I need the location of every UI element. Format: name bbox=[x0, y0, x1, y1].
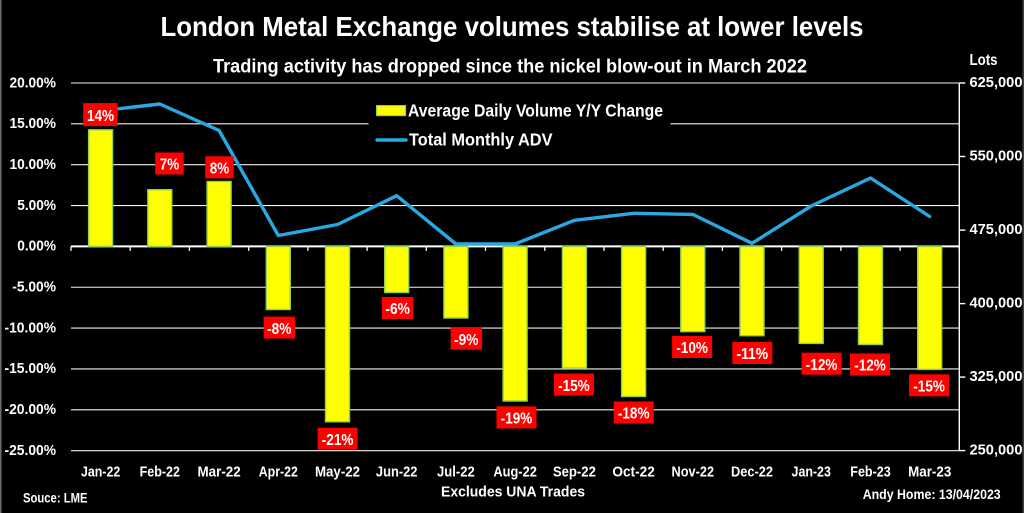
svg-text:May-22: May-22 bbox=[315, 464, 360, 481]
svg-text:14%: 14% bbox=[87, 108, 114, 125]
svg-text:20.00%: 20.00% bbox=[10, 74, 57, 91]
svg-text:-6%: -6% bbox=[385, 301, 410, 318]
svg-text:Mar-22: Mar-22 bbox=[198, 464, 241, 481]
svg-text:Total Monthly ADV: Total Monthly ADV bbox=[409, 129, 553, 149]
svg-text:-21%: -21% bbox=[322, 432, 354, 449]
svg-text:Sep-22: Sep-22 bbox=[553, 464, 596, 481]
svg-text:0.00%: 0.00% bbox=[17, 238, 56, 255]
svg-text:325,000: 325,000 bbox=[970, 368, 1023, 385]
svg-text:250,000: 250,000 bbox=[970, 442, 1023, 459]
svg-text:475,000: 475,000 bbox=[970, 221, 1023, 238]
svg-text:Nov-22: Nov-22 bbox=[672, 464, 715, 481]
svg-text:Lots: Lots bbox=[970, 52, 998, 69]
svg-text:15.00%: 15.00% bbox=[10, 115, 57, 132]
svg-text:-8%: -8% bbox=[267, 321, 292, 338]
svg-text:400,000: 400,000 bbox=[970, 295, 1023, 312]
svg-text:-15%: -15% bbox=[558, 378, 590, 395]
svg-text:-20.00%: -20.00% bbox=[5, 401, 57, 418]
svg-text:-9%: -9% bbox=[454, 332, 479, 349]
svg-text:Oct-22: Oct-22 bbox=[612, 464, 655, 481]
svg-text:7%: 7% bbox=[160, 157, 180, 174]
svg-text:London Metal Exchange volumes: London Metal Exchange volumes stabilise … bbox=[161, 11, 864, 42]
svg-text:Excludes UNA Trades: Excludes UNA Trades bbox=[441, 483, 585, 500]
svg-text:550,000: 550,000 bbox=[970, 148, 1023, 165]
svg-text:-10%: -10% bbox=[676, 340, 708, 357]
svg-text:5.00%: 5.00% bbox=[17, 197, 56, 214]
svg-text:Jan-23: Jan-23 bbox=[792, 464, 831, 481]
svg-text:-19%: -19% bbox=[501, 411, 533, 428]
svg-text:Jan-22: Jan-22 bbox=[81, 464, 120, 481]
svg-text:-12%: -12% bbox=[806, 357, 838, 374]
svg-text:-5.00%: -5.00% bbox=[12, 279, 56, 296]
svg-text:Feb-23: Feb-23 bbox=[850, 464, 890, 481]
svg-text:-11%: -11% bbox=[737, 346, 769, 363]
svg-text:-15.00%: -15.00% bbox=[5, 360, 57, 377]
svg-text:Mar-23: Mar-23 bbox=[908, 464, 951, 481]
svg-text:Trading activity has dropped s: Trading activity has dropped since the n… bbox=[213, 57, 807, 78]
svg-text:10.00%: 10.00% bbox=[10, 156, 57, 173]
svg-text:8%: 8% bbox=[210, 161, 230, 178]
svg-text:Feb-22: Feb-22 bbox=[140, 464, 180, 481]
svg-text:Average Daily Volume Y/Y Chang: Average Daily Volume Y/Y Change bbox=[408, 101, 663, 121]
svg-text:-25.00%: -25.00% bbox=[5, 442, 57, 459]
svg-text:Jun-22: Jun-22 bbox=[376, 464, 418, 481]
svg-text:-10.00%: -10.00% bbox=[5, 319, 57, 336]
svg-text:-18%: -18% bbox=[618, 406, 650, 423]
svg-text:Apr-22: Apr-22 bbox=[259, 464, 298, 481]
svg-text:625,000: 625,000 bbox=[970, 74, 1023, 91]
svg-text:Souce: LME: Souce: LME bbox=[23, 491, 88, 506]
svg-text:Andy Home: 13/04/2023: Andy Home: 13/04/2023 bbox=[863, 487, 1001, 502]
svg-text:Dec-22: Dec-22 bbox=[731, 464, 773, 481]
svg-text:-15%: -15% bbox=[913, 379, 945, 396]
svg-text:Jul-22: Jul-22 bbox=[437, 464, 475, 481]
svg-text:Aug-22: Aug-22 bbox=[493, 464, 537, 481]
svg-text:-12%: -12% bbox=[854, 358, 886, 375]
